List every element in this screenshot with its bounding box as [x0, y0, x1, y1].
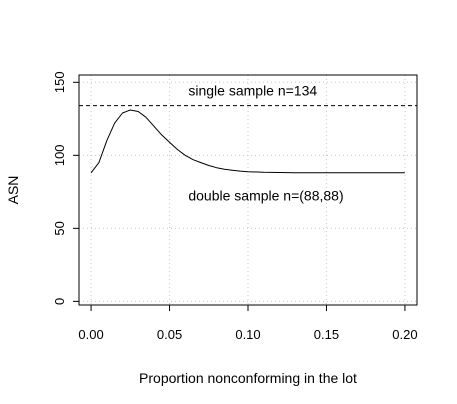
- y-axis-label: ASN: [5, 176, 21, 205]
- annotation-label: single sample n=134: [188, 82, 317, 98]
- asn-curve-line: [90, 109, 405, 174]
- x-axis: 0.00 0.05 0.10 0.15 0.20: [78, 304, 418, 342]
- x-tick-label: 0.15: [314, 327, 339, 342]
- x-axis-label: Proportion nonconforming in the lot: [139, 370, 357, 386]
- y-tick-label: 0: [52, 298, 67, 305]
- series-group: [90, 109, 405, 174]
- y-tick-label: 50: [52, 221, 67, 235]
- y-tick-label: 100: [52, 144, 67, 166]
- grid: [79, 75, 417, 305]
- x-tick-label: 0.00: [78, 327, 103, 342]
- y-axis: 0 50 100 150: [52, 71, 80, 305]
- annotation-label: double sample n=(88,88): [188, 188, 343, 204]
- annotations: single sample n=134 double sample n=(88,8…: [188, 82, 343, 203]
- x-tick-label: 0.20: [392, 327, 417, 342]
- x-tick-label: 0.05: [157, 327, 182, 342]
- y-tick-label: 150: [52, 71, 67, 93]
- x-tick-label: 0.10: [235, 327, 260, 342]
